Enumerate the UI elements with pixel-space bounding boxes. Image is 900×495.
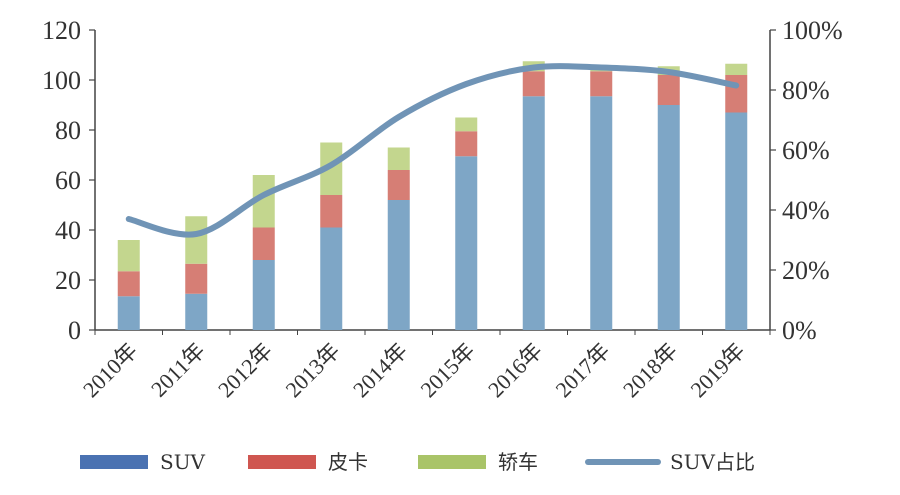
y-right-tick-label: 60% xyxy=(782,136,830,165)
y-left-tick-label: 40 xyxy=(55,216,81,245)
bar-suv xyxy=(455,156,478,330)
y-left-tick-label: 120 xyxy=(42,16,81,45)
bar-suv xyxy=(522,96,545,330)
legend-swatch-pickup xyxy=(248,455,316,469)
bar-suv xyxy=(320,227,343,330)
bar-sedan xyxy=(185,216,208,264)
bar-sedan xyxy=(455,117,478,132)
x-tick-label: 2014年 xyxy=(348,338,412,402)
y-right-tick-label: 100% xyxy=(782,16,843,45)
bar-pickup xyxy=(725,75,748,113)
x-tick-label: 2016年 xyxy=(483,338,547,402)
bar-pickup xyxy=(252,227,275,260)
y-left-tick-label: 80 xyxy=(55,116,81,145)
bar-sedan xyxy=(320,142,343,195)
y-right-tick-label: 80% xyxy=(782,76,830,105)
chart-line xyxy=(125,63,740,238)
legend-swatch-suv xyxy=(80,455,148,469)
y-right-tick-label: 40% xyxy=(782,196,830,225)
legend-label-suv: SUV xyxy=(160,450,206,474)
bar-pickup xyxy=(117,271,140,297)
bar-pickup xyxy=(185,263,208,294)
bar-sedan xyxy=(590,70,613,72)
y-left-tick-label: 100 xyxy=(42,66,81,95)
bar-pickup xyxy=(320,195,343,228)
legend-label-pickup: 皮卡 xyxy=(328,450,368,474)
bar-pickup xyxy=(522,71,545,97)
y-right-tick-label: 20% xyxy=(782,256,830,285)
bar-suv xyxy=(387,200,410,330)
bar-pickup xyxy=(657,75,680,105)
bar-sedan xyxy=(117,240,140,272)
legend-label-sedan: 轿车 xyxy=(498,450,538,474)
bar-pickup xyxy=(455,131,478,157)
x-tick-label: 2012年 xyxy=(213,338,277,402)
bar-sedan xyxy=(252,175,275,228)
x-tick-label: 2019年 xyxy=(685,338,749,402)
bar-suv xyxy=(185,293,208,330)
x-tick-label: 2010年 xyxy=(78,338,142,402)
legend-swatch-sedan xyxy=(418,455,486,469)
x-tick-label: 2013年 xyxy=(280,338,344,402)
suv-share-line xyxy=(125,63,740,238)
y-left-tick-label: 20 xyxy=(55,266,81,295)
legend-label-suv-share: SUV占比 xyxy=(670,450,755,474)
bar-sedan xyxy=(725,63,748,75)
bar-pickup xyxy=(590,71,613,97)
bar-suv xyxy=(252,260,275,330)
bar-suv xyxy=(657,105,680,330)
bar-suv xyxy=(725,112,748,330)
x-tick-label: 2017年 xyxy=(550,338,614,402)
y-left-tick-label: 60 xyxy=(55,166,81,195)
bar-pickup xyxy=(387,170,410,200)
chart-legend: SUV 皮卡 轿车 SUV占比 xyxy=(80,450,755,474)
y-right-tick-label: 0% xyxy=(782,316,817,345)
bar-sedan xyxy=(387,147,410,170)
chart-bars xyxy=(117,61,748,330)
x-tick-label: 2011年 xyxy=(146,338,210,402)
bar-suv xyxy=(590,96,613,330)
bar-suv xyxy=(117,296,140,330)
x-tick-label: 2018年 xyxy=(618,338,682,402)
x-tick-label: 2015年 xyxy=(415,338,479,402)
y-left-tick-label: 0 xyxy=(68,316,81,345)
